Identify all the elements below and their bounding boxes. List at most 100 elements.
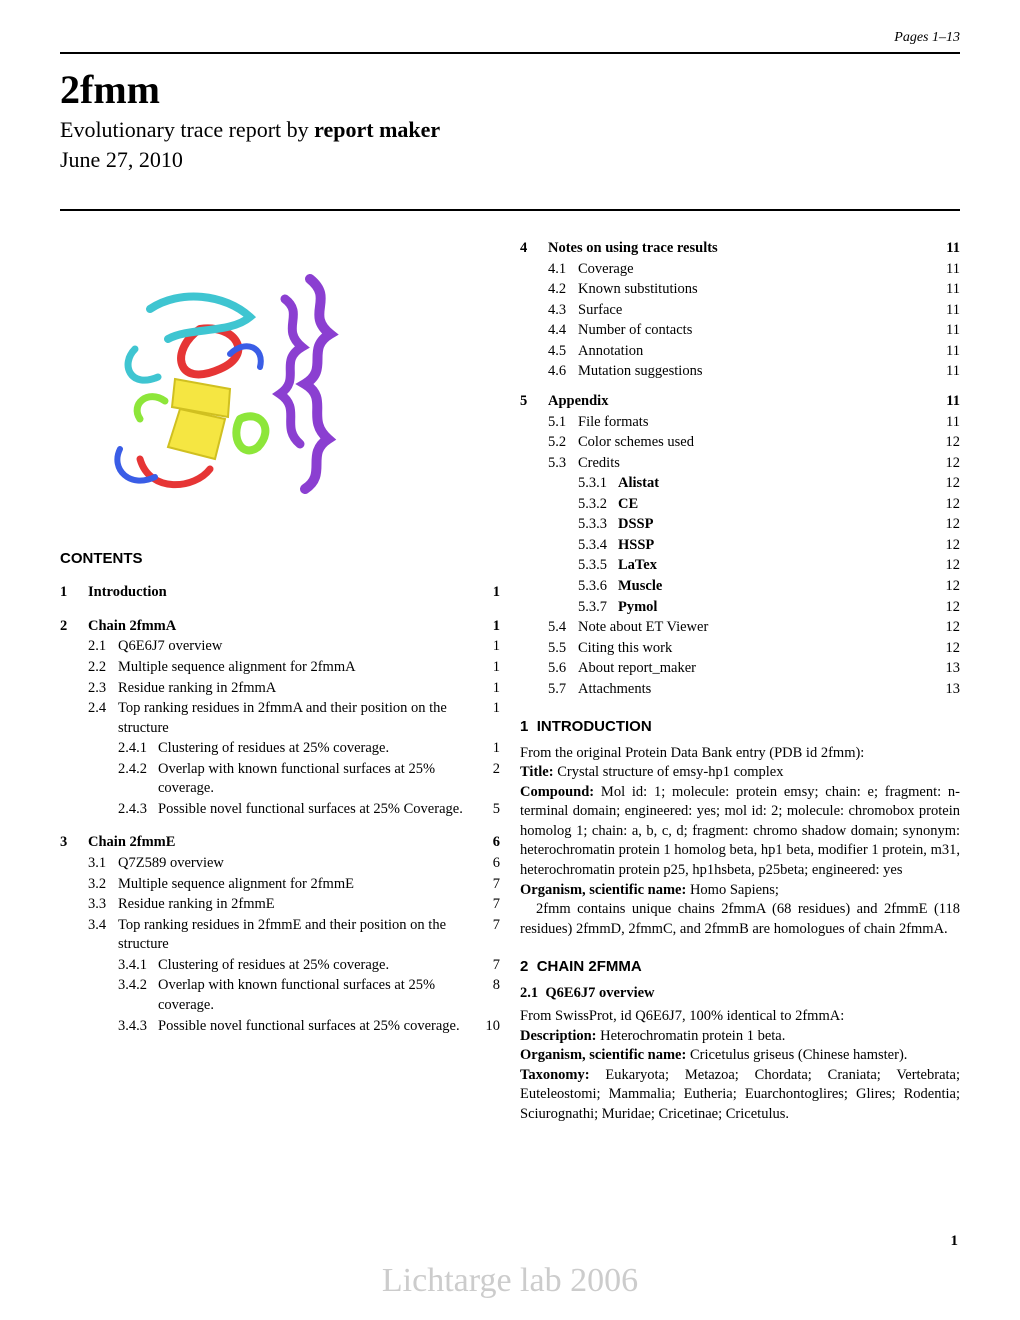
toc-row: 5.1File formats11 [520, 413, 960, 433]
toc-entry-number: 5.3.7 [520, 598, 618, 618]
toc-entry-text: Notes on using trace results [548, 239, 934, 259]
toc-entry-page: 12 [934, 639, 960, 659]
toc-entry-number: 2.2 [60, 658, 118, 678]
toc-entry-number: 5.4 [520, 618, 578, 638]
subtitle-plain: Evolutionary trace report by [60, 117, 314, 142]
toc-entry-text: Surface [578, 301, 934, 321]
toc-entry-number: 3 [60, 833, 88, 853]
toc-entry-number: 5 [520, 392, 548, 412]
toc-row: 2.3Residue ranking in 2fmmA1 [60, 679, 500, 699]
toc-row: 5Appendix11 [520, 392, 960, 412]
toc-entry-text: HSSP [618, 536, 934, 556]
toc-entry-page: 12 [934, 536, 960, 556]
toc-entry-number: 5.3.1 [520, 474, 618, 494]
toc-entry-page: 12 [934, 495, 960, 515]
toc-entry-text: Citing this work [578, 639, 934, 659]
section-2-title: CHAIN 2FMMA [537, 958, 642, 975]
toc-entry-number: 2.1 [60, 637, 118, 657]
toc-entry-number: 4 [520, 239, 548, 259]
toc-entry-text: Residue ranking in 2fmmA [118, 679, 474, 699]
toc-entry-text: Attachments [578, 680, 934, 700]
toc-entry-number: 5.3.4 [520, 536, 618, 556]
toc-entry-number: 5.3.3 [520, 515, 618, 535]
toc-left: 1Introduction12Chain 2fmmA12.1Q6E6J7 ove… [60, 583, 500, 1036]
toc-entry-text: Residue ranking in 2fmmE [118, 895, 474, 915]
section-2-1-title: Q6E6J7 overview [545, 985, 654, 1001]
toc-row: 5.3.5LaTex12 [520, 556, 960, 576]
toc-entry-page: 12 [934, 556, 960, 576]
toc-entry-text: DSSP [618, 515, 934, 535]
toc-row: 4.2Known substitutions11 [520, 280, 960, 300]
toc-entry-number: 2.4.2 [60, 760, 158, 780]
toc-row: 2.4Top ranking residues in 2fmmA and the… [60, 699, 500, 738]
toc-entry-text: Appendix [548, 392, 934, 412]
toc-entry-text: Q6E6J7 overview [118, 637, 474, 657]
toc-entry-page: 11 [934, 413, 960, 433]
toc-entry-text: Top ranking residues in 2fmmA and their … [118, 699, 474, 738]
toc-row: 2.2Multiple sequence alignment for 2fmmA… [60, 658, 500, 678]
toc-entry-text: CE [618, 495, 934, 515]
toc-entry-number: 3.4 [60, 916, 118, 936]
watermark: Lichtarge lab 2006 [0, 1262, 1020, 1300]
intro-organism-label: Organism, scientific name: [520, 882, 686, 898]
toc-entry-page: 1 [474, 699, 500, 719]
toc-entry-text: Chain 2fmmA [88, 617, 474, 637]
toc-entry-page: 1 [474, 679, 500, 699]
chain2-org-val: Cricetulus griseus (Chinese hamster). [686, 1047, 907, 1063]
toc-row: 4.5Annotation11 [520, 342, 960, 362]
toc-entry-page: 11 [934, 392, 960, 412]
intro-title-line: Title: Crystal structure of emsy-hp1 com… [520, 763, 960, 783]
toc-entry-page: 13 [934, 659, 960, 679]
section-2-heading: 2 CHAIN 2FMMA [520, 957, 960, 977]
toc-entry-page: 13 [934, 680, 960, 700]
toc-entry-text: Mutation suggestions [578, 362, 934, 382]
toc-entry-text: About report_maker [578, 659, 934, 679]
toc-entry-text: Coverage [578, 260, 934, 280]
toc-entry-page: 12 [934, 618, 960, 638]
toc-entry-text: Number of contacts [578, 321, 934, 341]
toc-entry-page: 7 [474, 895, 500, 915]
toc-entry-page: 6 [474, 833, 500, 853]
toc-row: 5.5Citing this work12 [520, 639, 960, 659]
left-column: CONTENTS 1Introduction12Chain 2fmmA12.1Q… [60, 229, 500, 1124]
toc-entry-page: 10 [474, 1017, 500, 1037]
toc-entry-number: 3.3 [60, 895, 118, 915]
toc-entry-number: 3.1 [60, 854, 118, 874]
chain2-p1: From SwissProt, id Q6E6J7, 100% identica… [520, 1007, 960, 1027]
section-2-1-heading: 2.1 Q6E6J7 overview [520, 984, 960, 1004]
toc-entry-number: 5.6 [520, 659, 578, 679]
document-subtitle: Evolutionary trace report by report make… [60, 117, 960, 143]
document-date: June 27, 2010 [60, 147, 960, 173]
toc-row: 3.4.3Possible novel functional surfaces … [60, 1017, 500, 1037]
toc-row: 4.1Coverage11 [520, 260, 960, 280]
intro-compound-label: Compound: [520, 784, 594, 800]
toc-entry-text: LaTex [618, 556, 934, 576]
chain2-org: Organism, scientific name: Cricetulus gr… [520, 1046, 960, 1066]
toc-entry-text: Clustering of residues at 25% coverage. [158, 956, 474, 976]
intro-title-label: Title: [520, 764, 554, 780]
toc-entry-page: 7 [474, 916, 500, 936]
section-1-heading: 1 INTRODUCTION [520, 717, 960, 737]
toc-entry-text: Chain 2fmmE [88, 833, 474, 853]
toc-row: 5.3.7Pymol12 [520, 598, 960, 618]
toc-entry-page: 12 [934, 598, 960, 618]
toc-row: 5.7Attachments13 [520, 680, 960, 700]
toc-row: 5.3Credits12 [520, 454, 960, 474]
toc-entry-page: 12 [934, 577, 960, 597]
toc-row: 2.4.2Overlap with known functional surfa… [60, 760, 500, 799]
toc-row: 5.3.4HSSP12 [520, 536, 960, 556]
toc-entry-page: 11 [934, 342, 960, 362]
chain2-desc-val: Heterochromatin protein 1 beta. [597, 1028, 786, 1044]
toc-entry-page: 1 [474, 739, 500, 759]
toc-entry-number: 2.4 [60, 699, 118, 719]
toc-entry-number: 2.3 [60, 679, 118, 699]
intro-p2: 2fmm contains unique chains 2fmmA (68 re… [520, 900, 960, 939]
toc-row: 5.3.6Muscle12 [520, 577, 960, 597]
section-2-num: 2 [520, 958, 528, 975]
toc-entry-text: Known substitutions [578, 280, 934, 300]
divider [60, 209, 960, 211]
toc-entry-number: 5.3.2 [520, 495, 618, 515]
toc-entry-page: 2 [474, 760, 500, 780]
toc-entry-number: 4.3 [520, 301, 578, 321]
chain2-org-label: Organism, scientific name: [520, 1047, 686, 1063]
